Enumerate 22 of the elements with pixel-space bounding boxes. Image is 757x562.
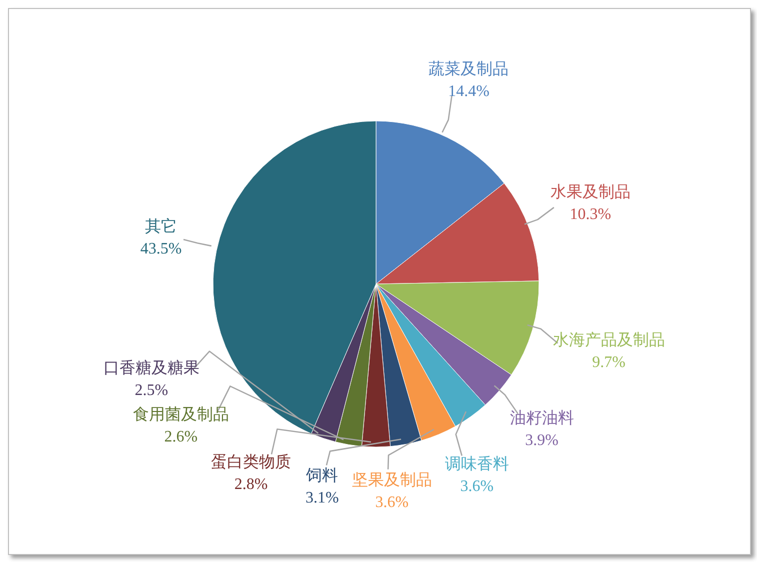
data-label: 3.9%: [525, 432, 558, 449]
slice-label: 水果及制品: [550, 182, 630, 201]
data-label: 2.6%: [164, 428, 198, 446]
slice-label: 坚果及制品: [352, 471, 432, 490]
slice-label: 蔬菜及制品: [428, 60, 509, 78]
slice-label: 蛋白类物质: [211, 453, 292, 472]
slice-label: 其它: [145, 218, 178, 236]
data-label: 2.5%: [134, 382, 168, 400]
slice-label: 调味香料: [444, 455, 509, 474]
data-label: 3.6%: [460, 478, 494, 496]
data-label: 3.6%: [375, 494, 409, 512]
data-label: 2.8%: [234, 476, 268, 494]
slice-label: 油籽油料: [510, 408, 574, 427]
slice-label: 食用菌及制品: [132, 406, 229, 424]
data-label: 3.1%: [305, 490, 339, 507]
data-label: 14.4%: [448, 82, 490, 100]
data-label: 43.5%: [140, 240, 182, 258]
data-label: 9.7%: [592, 354, 626, 371]
data-label: 10.3%: [570, 206, 612, 223]
slice-label: 口香糖及糖果: [103, 359, 200, 378]
slice-label: 饲料: [305, 466, 338, 485]
slice-label: 水海产品及制品: [552, 330, 665, 349]
